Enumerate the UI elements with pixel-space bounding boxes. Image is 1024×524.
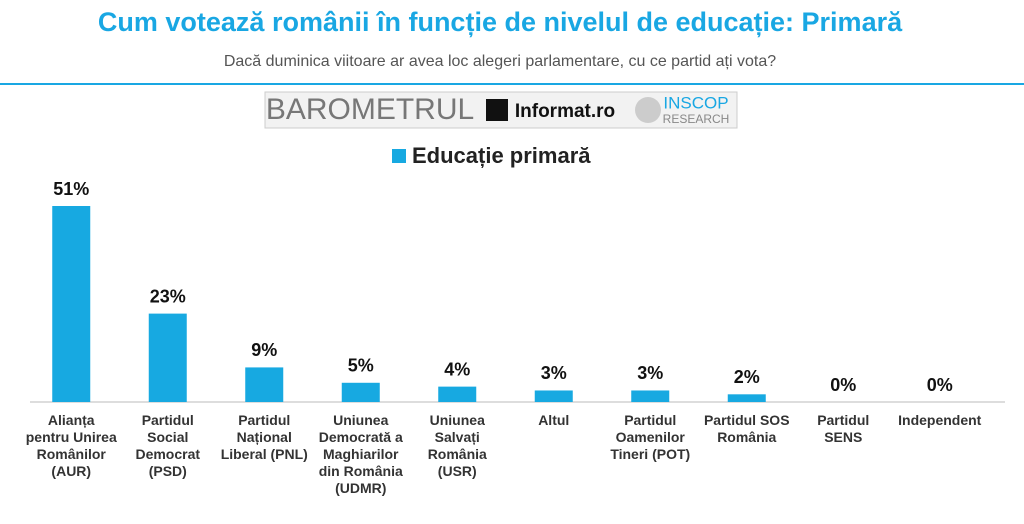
logo-research: RESEARCH [663,112,730,126]
logo-informat: Informat.ro [515,101,615,122]
logo-inscop: INSCOP [663,93,728,112]
value-label: 3% [541,363,567,383]
logo-icon [486,99,508,121]
bar [245,367,284,402]
value-label: 4% [444,359,470,379]
bar [52,206,91,402]
logo-barometrul: BAROMETRUL [266,93,474,126]
logo-inscop-icon [635,97,661,123]
x-tick-label: Partidul SENS [817,412,870,445]
chart-title: Cum votează românii în funcție de nivelu… [98,7,903,37]
legend-label: Educație primară [412,143,591,168]
bar [438,386,477,402]
x-tick-label: Alianța pentru Unirea Românilor (AUR) [25,412,117,479]
x-tick-label: Altul [538,412,570,428]
value-label: 3% [637,363,663,383]
value-label: 5% [348,356,374,376]
x-tick-label: Partidul Oamenilor Tineri (POT) [610,412,691,462]
value-label: 9% [251,340,277,360]
x-tick-label: Partidul SOS România [703,412,790,445]
value-label: 0% [830,375,856,395]
x-tick-label: Partidul Național Liberal (PNL) [220,412,308,462]
bar [534,390,573,402]
chart-subtitle: Dacă duminica viitoare ar avea loc alege… [224,53,776,70]
bar [727,394,766,402]
bar [341,382,380,402]
bar [631,390,670,402]
bar [148,313,187,402]
x-tick-label: Partidul Social Democrat (PSD) [135,412,201,479]
x-tick-label: Uniunea Democrată a Maghiarilor din Româ… [318,412,403,496]
value-label: 51% [53,179,89,199]
value-label: 0% [927,375,953,395]
legend-swatch [392,149,406,163]
value-label: 23% [150,286,186,306]
value-label: 2% [734,367,760,387]
x-tick-label: Uniunea Salvați România (USR) [427,412,487,479]
x-tick-label: Independent [898,412,982,428]
